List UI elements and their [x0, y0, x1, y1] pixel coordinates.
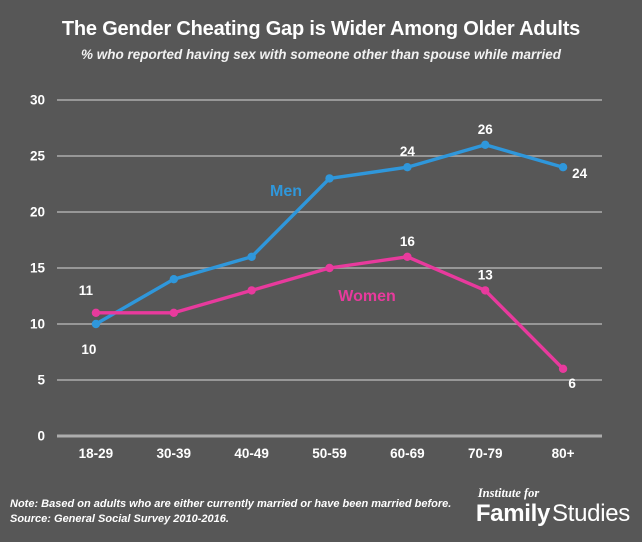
- y-tick-label: 15: [30, 261, 46, 276]
- women-point: [169, 308, 178, 317]
- women-series-label: Women: [338, 288, 395, 305]
- men-point: [247, 252, 256, 261]
- x-category-label: 40-49: [234, 446, 269, 461]
- chart-subtitle: % who reported having sex with someone o…: [80, 47, 562, 62]
- chart-title: The Gender Cheating Gap is Wider Among O…: [61, 18, 581, 40]
- x-category-label: 60-69: [390, 446, 425, 461]
- y-tick-label: 20: [30, 205, 45, 220]
- x-category-label: 50-59: [312, 446, 347, 461]
- women-point: [325, 263, 334, 273]
- women-line: [94, 255, 565, 371]
- data-label: 11: [79, 283, 94, 298]
- data-label: 16: [400, 234, 416, 249]
- men-point: [91, 319, 101, 329]
- data-label: 10: [81, 342, 96, 357]
- women-point: [481, 286, 490, 295]
- men-point: [403, 163, 412, 172]
- x-category-label: 30-39: [157, 446, 192, 461]
- data-label: 13: [478, 267, 494, 282]
- logo-word-family: Family: [475, 500, 551, 527]
- data-label: 24: [572, 166, 588, 181]
- footer-note: Note: Based on adults who are either cur…: [10, 497, 451, 527]
- data-label: 6: [568, 376, 576, 391]
- men-point: [558, 163, 568, 172]
- y-tick-label: 10: [30, 317, 45, 332]
- logo-word-studies: Studies: [552, 500, 630, 527]
- women-point: [403, 252, 412, 261]
- women-point: [558, 364, 568, 373]
- logo-tagline: Institute for: [477, 486, 540, 500]
- men-series-label: Men: [270, 183, 302, 200]
- women-point: [247, 286, 256, 295]
- data-label: 26: [478, 122, 494, 137]
- y-tick-label: 25: [30, 149, 46, 164]
- y-tick-label: 5: [37, 373, 45, 388]
- x-category-label: 18-29: [79, 446, 114, 461]
- men-point: [169, 275, 178, 284]
- y-tick-label: 0: [37, 429, 45, 444]
- note-line: Note: Based on adults who are either cur…: [10, 498, 452, 510]
- men-point: [481, 140, 490, 149]
- source-line: Source: General Social Survey 2010-2016.: [10, 513, 229, 525]
- x-category-label: 80+: [552, 446, 575, 461]
- men-point: [325, 174, 334, 183]
- data-label: 24: [400, 144, 416, 159]
- institute-family-studies-logo: Institute for FamilyStudies: [476, 486, 630, 526]
- logo-wordmark: FamilyStudies: [476, 501, 630, 526]
- x-category-label: 70-79: [468, 446, 503, 461]
- y-tick-label: 30: [30, 93, 45, 108]
- women-point: [91, 308, 101, 317]
